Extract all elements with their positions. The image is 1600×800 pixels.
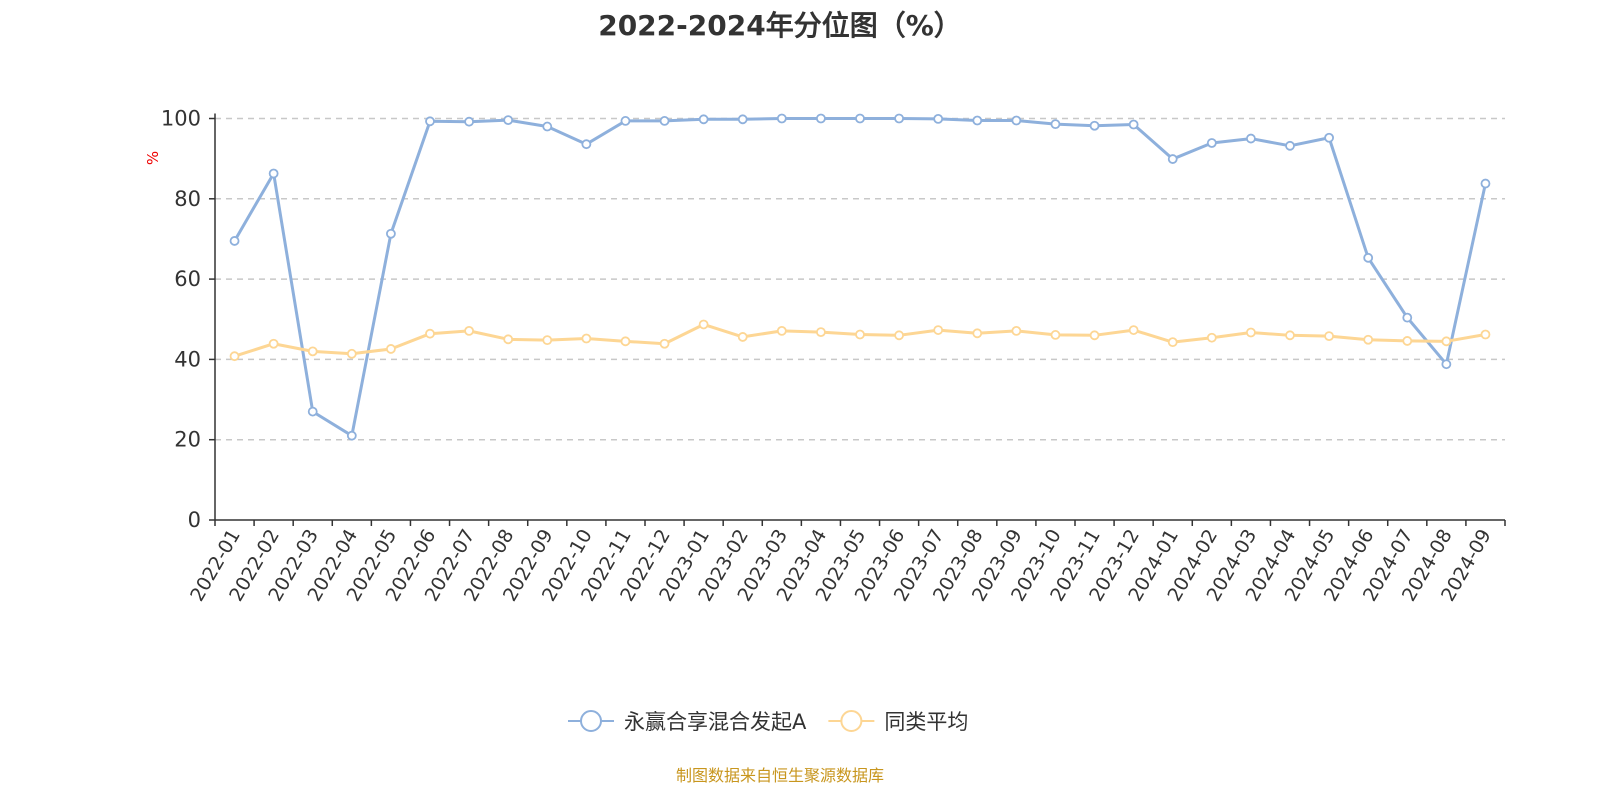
data-point bbox=[1324, 331, 1334, 342]
y-tick-label: 100 bbox=[161, 107, 201, 131]
series-line-1 bbox=[234, 322, 1486, 358]
data-point bbox=[1128, 325, 1139, 335]
data-point bbox=[1285, 330, 1295, 341]
data-point bbox=[698, 114, 709, 125]
chart-title: 2022-2024年分位图（%） bbox=[598, 9, 962, 42]
data-point bbox=[659, 338, 670, 349]
data-point bbox=[1167, 337, 1178, 348]
y-tick-label: 60 bbox=[174, 267, 201, 291]
y-axis-label: % bbox=[144, 151, 162, 165]
data-point bbox=[581, 139, 592, 150]
data-point bbox=[816, 327, 826, 337]
data-point bbox=[1206, 138, 1217, 148]
data-point bbox=[737, 114, 748, 125]
legend-label: 同类平均 bbox=[884, 710, 968, 734]
data-point bbox=[1167, 154, 1178, 164]
data-point bbox=[933, 325, 944, 335]
data-point bbox=[933, 114, 944, 124]
data-point bbox=[542, 335, 553, 346]
data-point bbox=[542, 121, 553, 132]
data-point bbox=[425, 116, 435, 127]
data-point bbox=[307, 346, 318, 357]
data-point bbox=[816, 113, 826, 124]
series-line-0 bbox=[233, 117, 1487, 438]
data-point bbox=[1480, 178, 1491, 189]
legend-marker bbox=[840, 710, 863, 732]
data-point bbox=[386, 228, 396, 239]
data-point bbox=[1363, 334, 1374, 345]
data-point bbox=[1246, 133, 1256, 144]
data-point bbox=[776, 113, 787, 124]
data-point bbox=[620, 116, 631, 126]
data-point bbox=[386, 344, 396, 354]
y-tick-label: 80 bbox=[174, 187, 201, 211]
data-point bbox=[346, 348, 357, 359]
y-tick-label: 20 bbox=[174, 428, 201, 452]
data-point bbox=[1402, 312, 1413, 323]
data-point bbox=[425, 328, 435, 339]
data-point bbox=[1050, 119, 1061, 130]
data-point bbox=[894, 330, 904, 341]
data-point bbox=[1363, 252, 1374, 263]
data-point bbox=[1089, 330, 1100, 341]
source-note: 制图数据来自恒生聚源数据库 bbox=[675, 766, 884, 785]
data-point bbox=[503, 334, 514, 345]
data-point bbox=[855, 329, 865, 340]
data-point bbox=[581, 333, 592, 344]
data-point bbox=[1402, 336, 1413, 346]
y-tick-label: 0 bbox=[188, 508, 201, 532]
data-point bbox=[972, 328, 983, 339]
data-point bbox=[268, 168, 279, 179]
data-point bbox=[229, 351, 240, 362]
data-point bbox=[1441, 336, 1452, 347]
data-point bbox=[1441, 359, 1452, 370]
data-point bbox=[229, 236, 240, 246]
data-point bbox=[698, 319, 709, 330]
data-point bbox=[346, 430, 357, 441]
data-point bbox=[894, 113, 904, 124]
data-point bbox=[776, 325, 787, 336]
data-point bbox=[659, 116, 670, 126]
data-point bbox=[1128, 119, 1139, 130]
data-point bbox=[1480, 329, 1491, 340]
data-point bbox=[1324, 132, 1334, 143]
legend-marker bbox=[580, 710, 602, 732]
data-point bbox=[972, 115, 983, 126]
legend-label: 永赢合享混合发起A bbox=[624, 710, 807, 734]
data-point bbox=[1011, 325, 1022, 336]
data-point bbox=[620, 336, 631, 347]
data-point bbox=[737, 332, 748, 342]
data-point bbox=[1246, 327, 1256, 338]
data-point bbox=[503, 115, 514, 126]
data-point bbox=[1206, 332, 1217, 343]
data-point bbox=[268, 338, 279, 349]
y-tick-label: 40 bbox=[174, 347, 201, 371]
data-point bbox=[1050, 330, 1061, 340]
data-point bbox=[855, 113, 865, 124]
data-point bbox=[1089, 120, 1100, 131]
data-point bbox=[1285, 140, 1295, 151]
data-point bbox=[307, 406, 318, 417]
data-point bbox=[464, 116, 474, 127]
data-point bbox=[1011, 115, 1022, 126]
data-point bbox=[464, 325, 474, 336]
